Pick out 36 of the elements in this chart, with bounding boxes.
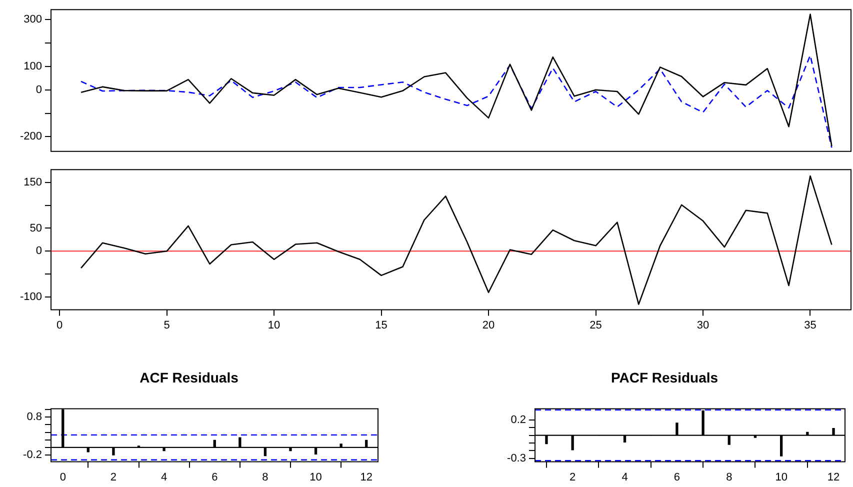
- x-tick-label: 12: [827, 471, 840, 484]
- x-tick-label: 12: [360, 471, 372, 484]
- y-tick-label: 0: [36, 84, 42, 96]
- chart-title: ACF Residuals: [140, 369, 239, 386]
- x-tick-label: 30: [696, 319, 710, 332]
- y-tick-label: 0.2: [510, 414, 526, 426]
- x-tick-label: 10: [268, 319, 280, 332]
- y-tick-label: 0.8: [26, 411, 42, 424]
- y-tick-label: 0: [36, 245, 42, 258]
- x-tick-label: 2: [110, 471, 117, 484]
- x-tick-label: 6: [212, 471, 218, 484]
- x-tick-label: 0: [56, 319, 63, 332]
- x-tick-label: 8: [262, 471, 268, 484]
- x-tick-label: 6: [674, 471, 680, 484]
- x-tick-label: 15: [375, 319, 388, 332]
- y-tick-label: -0.2: [23, 449, 42, 462]
- x-tick-label: 20: [482, 319, 495, 332]
- x-tick-label: 25: [590, 319, 602, 332]
- line-series: [80, 54, 832, 148]
- x-tick-label: 5: [164, 319, 170, 332]
- y-tick-label: -200: [20, 130, 42, 143]
- x-tick-label: 0: [60, 471, 66, 484]
- y-tick-label: -100: [20, 291, 42, 304]
- x-tick-label: 10: [310, 471, 322, 484]
- y-tick-label: 300: [24, 14, 42, 26]
- y-tick-label: 100: [24, 60, 42, 72]
- x-tick-label: 35: [804, 319, 816, 332]
- x-tick-label: 4: [622, 471, 628, 484]
- y-tick-label: 150: [24, 176, 42, 188]
- y-tick-label: -0.3: [507, 452, 526, 464]
- y-tick-label: 50: [30, 222, 42, 234]
- chart-title: PACF Residuals: [610, 369, 718, 386]
- x-tick-label: 4: [160, 471, 168, 484]
- x-tick-label: 8: [726, 471, 732, 484]
- x-tick-label: 2: [570, 471, 576, 484]
- x-tick-label: 10: [775, 471, 788, 484]
